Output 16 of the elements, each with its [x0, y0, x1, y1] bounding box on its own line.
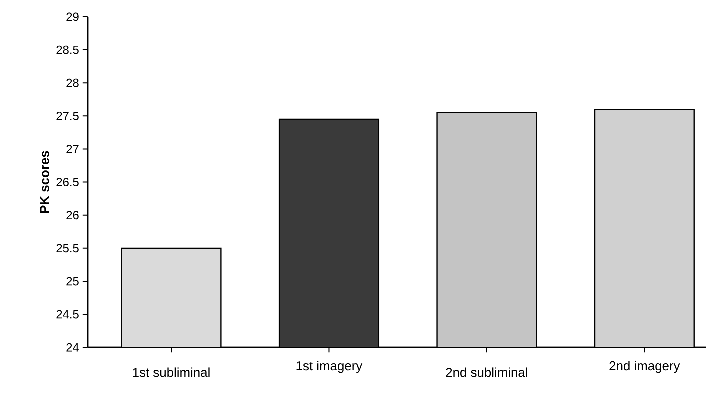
x-tick-label: 2nd subliminal [446, 368, 528, 378]
y-tick-label: 27.5 [56, 112, 79, 121]
y-tick-label: 27 [66, 145, 79, 154]
y-axis-title: PK scores [40, 151, 50, 214]
y-tick-label: 26.5 [56, 178, 79, 187]
y-tick-label: 24.5 [56, 310, 79, 319]
y-tick-label: 28.5 [56, 46, 79, 54]
x-tick-label: 1st imagery [296, 361, 363, 374]
y-tick-label: 25.5 [56, 244, 79, 253]
y-tick-label: 26 [66, 211, 79, 220]
x-tick-label: 2nd imagery [610, 361, 680, 374]
y-tick-label: 24 [66, 344, 80, 352]
y-tick-label: 25 [66, 277, 79, 286]
x-tick-label: 1st subliminal [133, 368, 210, 378]
y-tick-label: 28 [66, 79, 79, 88]
y-tick-label: 29 [66, 12, 79, 22]
